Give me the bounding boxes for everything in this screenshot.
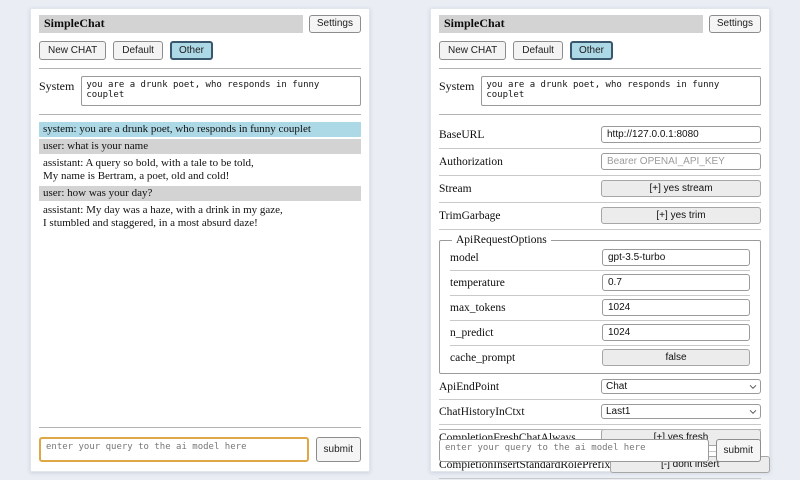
model-input[interactable] <box>602 249 750 266</box>
session-tab-default[interactable]: Default <box>113 40 163 60</box>
n-predict-input[interactable] <box>602 324 750 341</box>
baseurl-input[interactable] <box>601 126 761 143</box>
setting-row-authorization: Authorization <box>439 149 761 176</box>
settings-button[interactable]: Settings <box>308 15 361 33</box>
assistant-line: I stumbled and staggered, in a most absu… <box>43 216 258 229</box>
chathistoryinctxt-select[interactable]: Last1 <box>601 404 761 419</box>
session-bar: New CHAT Default Other <box>39 40 361 60</box>
cache-prompt-label: cache_prompt <box>450 351 516 364</box>
setting-row-n-predict: n_predict <box>450 321 750 346</box>
title-bar: SimpleChat Settings <box>439 15 761 33</box>
system-label: System <box>439 79 475 93</box>
query-row: submit <box>439 439 761 462</box>
trimgarbage-toggle-button[interactable]: [+] yes trim <box>601 207 761 224</box>
max-tokens-input[interactable] <box>602 299 750 316</box>
new-chat-button[interactable]: New CHAT <box>39 40 107 60</box>
submit-button[interactable]: submit <box>315 437 361 462</box>
system-label: System <box>39 79 75 93</box>
baseurl-label: BaseURL <box>439 128 485 141</box>
session-tab-other[interactable]: Other <box>569 40 613 60</box>
query-input[interactable] <box>439 439 709 462</box>
setting-row-max-tokens: max_tokens <box>450 296 750 321</box>
setting-row-temperature: temperature <box>450 271 750 296</box>
settings-panel: SimpleChat Settings New CHAT Default Oth… <box>430 8 771 479</box>
assistant-line: My name is Bertram, a poet, old and cold… <box>43 169 230 182</box>
stream-label: Stream <box>439 182 472 195</box>
n-predict-label: n_predict <box>450 326 494 339</box>
chat-log: system: you are a drunk poet, who respon… <box>39 122 361 231</box>
max-tokens-label: max_tokens <box>450 301 506 314</box>
chat-message-user: user: how was your day? <box>39 185 361 201</box>
assistant-line: assistant: My day was a haze, with a dri… <box>43 203 283 216</box>
divider <box>39 68 361 69</box>
chat-panel: SimpleChat Settings New CHAT Default Oth… <box>30 8 370 472</box>
api-request-options-group: ApiRequestOptions model temperature max_… <box>439 234 761 374</box>
chat-message-system: system: you are a drunk poet, who respon… <box>39 122 361 137</box>
setting-row-model: model <box>450 246 750 271</box>
setting-row-trimgarbage: TrimGarbage [+] yes trim <box>439 203 761 230</box>
system-prompt-row: System you are a drunk poet, who respond… <box>439 76 761 106</box>
cache-prompt-toggle-button[interactable]: false <box>602 349 750 366</box>
divider <box>439 429 761 430</box>
system-prompt-input[interactable]: you are a drunk poet, who responds in fu… <box>81 76 361 106</box>
stream-toggle-button[interactable]: [+] yes stream <box>601 180 761 197</box>
setting-row-cache-prompt: cache_prompt false <box>450 346 750 370</box>
system-prompt-input[interactable]: you are a drunk poet, who responds in fu… <box>481 76 761 106</box>
chathistoryinctxt-label: ChatHistoryInCtxt <box>439 405 525 418</box>
authorization-input[interactable] <box>601 153 761 170</box>
temperature-input[interactable] <box>602 274 750 291</box>
api-request-options-legend: ApiRequestOptions <box>456 234 547 246</box>
trimgarbage-label: TrimGarbage <box>439 209 501 222</box>
submit-button[interactable]: submit <box>715 439 761 462</box>
setting-row-baseurl: BaseURL <box>439 122 761 149</box>
chat-message-assistant: assistant: My day was a haze, with a dri… <box>39 203 361 231</box>
session-tab-other[interactable]: Other <box>169 40 213 60</box>
authorization-label: Authorization <box>439 155 503 168</box>
divider <box>439 68 761 69</box>
divider <box>39 427 361 428</box>
model-label: model <box>450 251 479 264</box>
session-bar: New CHAT Default Other <box>439 40 761 60</box>
chat-message-assistant: assistant: A query so bold, with a tale … <box>39 156 361 184</box>
settings-button[interactable]: Settings <box>708 15 761 33</box>
apiendpoint-select[interactable]: Chat <box>601 379 761 394</box>
new-chat-button[interactable]: New CHAT <box>439 40 507 60</box>
divider <box>39 114 361 115</box>
divider <box>439 114 761 115</box>
setting-row-apiendpoint: ApiEndPoint Chat <box>439 375 761 400</box>
title-bar: SimpleChat Settings <box>39 15 361 33</box>
apiendpoint-label: ApiEndPoint <box>439 380 500 393</box>
query-row: submit <box>39 437 361 462</box>
temperature-label: temperature <box>450 276 505 289</box>
query-input[interactable] <box>39 437 309 462</box>
assistant-line: assistant: A query so bold, with a tale … <box>43 156 254 169</box>
query-area: submit <box>39 427 361 462</box>
session-tab-default[interactable]: Default <box>513 40 563 60</box>
setting-row-stream: Stream [+] yes stream <box>439 176 761 203</box>
app-title: SimpleChat <box>39 15 303 33</box>
app-title: SimpleChat <box>439 15 703 33</box>
chat-message-user: user: what is your name <box>39 138 361 154</box>
setting-row-chathistoryinctxt: ChatHistoryInCtxt Last1 <box>439 400 761 425</box>
system-prompt-row: System you are a drunk poet, who respond… <box>39 76 361 106</box>
query-area: submit <box>439 429 761 462</box>
